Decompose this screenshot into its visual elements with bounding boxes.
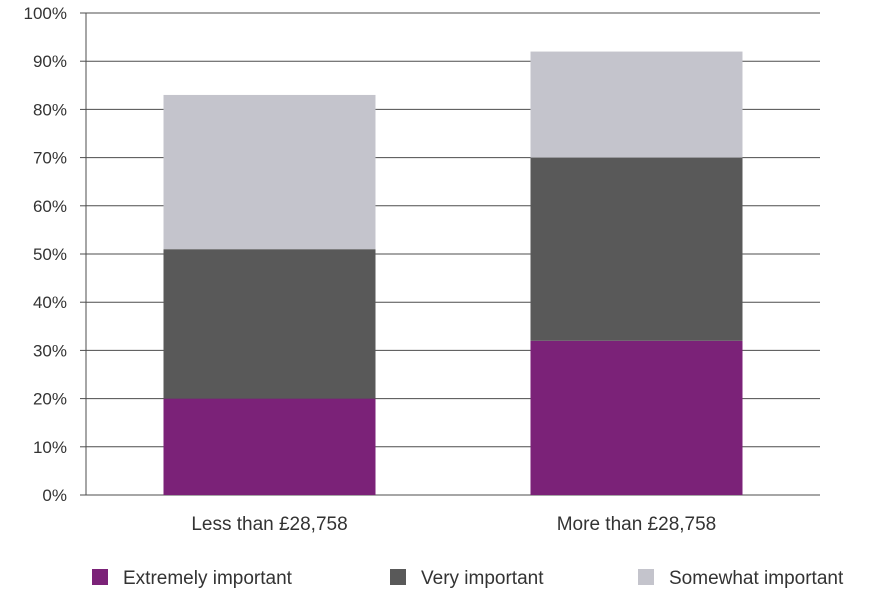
y-tick-label: 40% — [33, 293, 67, 312]
x-category-label: Less than £28,758 — [191, 514, 347, 535]
y-tick-label: 80% — [33, 100, 67, 119]
bar-segment — [163, 398, 376, 495]
bar-segment — [530, 340, 743, 495]
x-axis-labels: Less than £28,758 More than £28,758 — [191, 514, 716, 535]
legend-swatch — [390, 569, 406, 585]
y-tick-label: 10% — [33, 438, 67, 457]
y-tick-label: 70% — [33, 149, 67, 168]
legend-swatch — [92, 569, 108, 585]
y-tick-label: 0% — [42, 486, 67, 505]
legend-label: Extremely important — [123, 568, 293, 589]
y-axis: 0% 10% 20% 30% 40% 50% 60% 70% 80% 90% 100% — [24, 4, 87, 505]
y-tick-label: 100% — [24, 4, 67, 23]
bar-segment — [163, 94, 376, 250]
y-tick-label: 90% — [33, 52, 67, 71]
y-tick-label: 50% — [33, 245, 67, 264]
y-tick-label: 60% — [33, 197, 67, 216]
legend-label: Somewhat important — [669, 568, 844, 589]
y-tick-label: 20% — [33, 390, 67, 409]
legend: Extremely important Very important Somewha… — [92, 568, 844, 589]
y-tick-label: 30% — [33, 341, 67, 360]
legend-label: Very important — [421, 568, 544, 589]
bar-segment — [530, 51, 743, 158]
x-category-label: More than £28,758 — [557, 514, 717, 535]
bar-segment — [163, 249, 376, 399]
bar-segment — [530, 157, 743, 341]
bars — [163, 51, 743, 495]
legend-swatch — [638, 569, 654, 585]
